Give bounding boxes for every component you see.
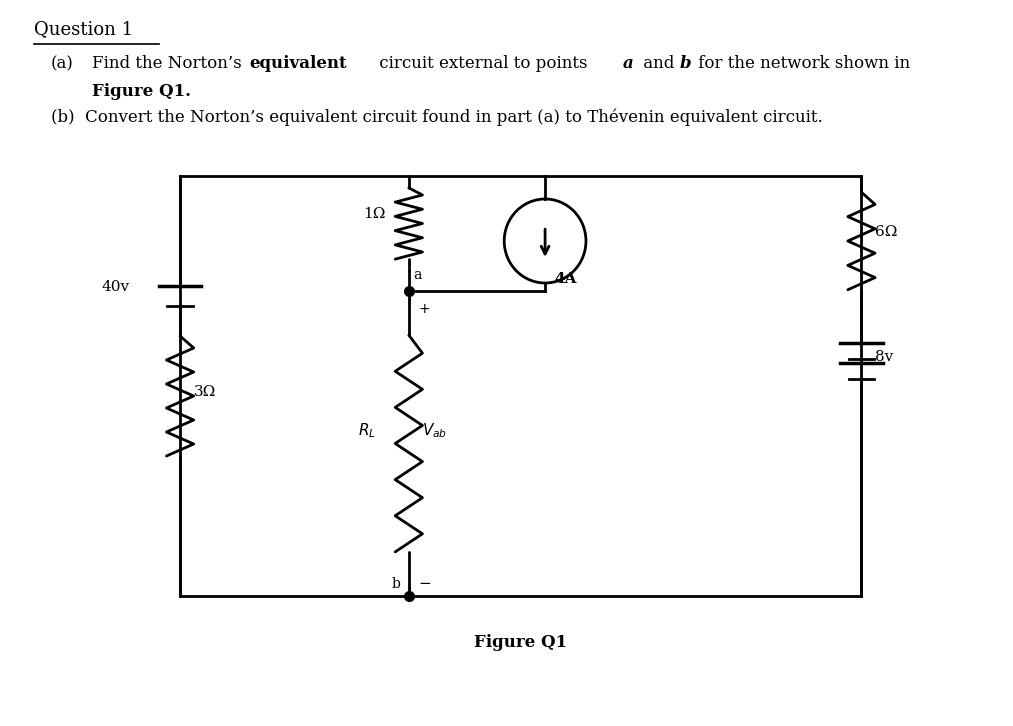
Text: b: b — [391, 577, 400, 591]
Text: b: b — [680, 55, 691, 72]
Text: equivalent: equivalent — [249, 55, 346, 72]
Text: a: a — [623, 55, 634, 72]
Text: 4A: 4A — [555, 272, 577, 286]
Text: Question 1: Question 1 — [34, 20, 133, 38]
Text: 3Ω: 3Ω — [193, 385, 216, 399]
Text: 6Ω: 6Ω — [875, 225, 898, 239]
Text: 40v: 40v — [101, 280, 130, 294]
Text: +: + — [418, 302, 431, 316]
Text: 8v: 8v — [875, 350, 893, 364]
Text: (a): (a) — [51, 55, 74, 72]
Text: for the network shown in: for the network shown in — [693, 55, 910, 72]
Text: 1Ω: 1Ω — [363, 208, 385, 221]
Text: Figure Q1: Figure Q1 — [474, 634, 567, 651]
Text: circuit external to points: circuit external to points — [374, 55, 593, 72]
Text: a: a — [413, 268, 422, 282]
Text: $V_{ab}$: $V_{ab}$ — [422, 422, 448, 440]
Text: and: and — [637, 55, 679, 72]
Text: $R_L$: $R_L$ — [359, 422, 376, 440]
Text: −: − — [418, 576, 432, 591]
Text: Figure Q1.: Figure Q1. — [92, 83, 191, 100]
Text: (b)  Convert the Norton’s equivalent circuit found in part (a) to Thévenin equiv: (b) Convert the Norton’s equivalent circ… — [51, 108, 823, 126]
Text: Find the Norton’s: Find the Norton’s — [92, 55, 247, 72]
